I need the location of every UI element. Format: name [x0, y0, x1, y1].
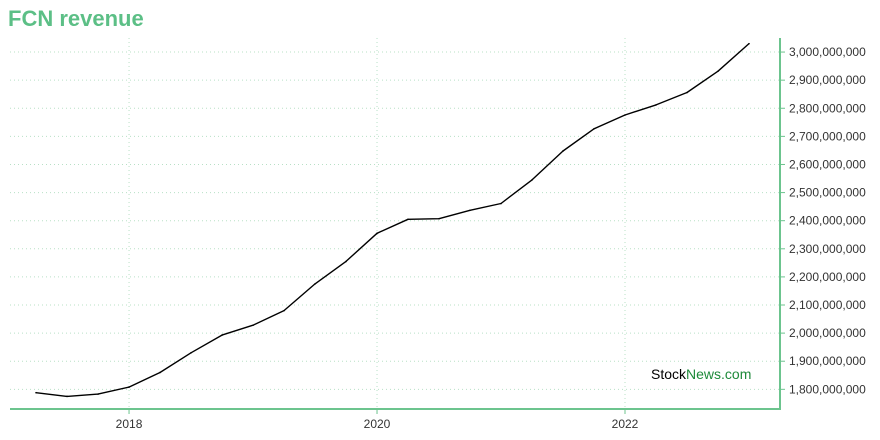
- y-tick-label: 2,800,000,000: [789, 101, 866, 115]
- data-point: [314, 283, 316, 285]
- data-point: [438, 217, 440, 220]
- watermark-stock: Stock: [651, 366, 687, 382]
- y-tick-label: 2,100,000,000: [789, 298, 866, 312]
- data-point: [97, 393, 99, 395]
- y-tick-label: 1,900,000,000: [789, 354, 866, 368]
- data-point: [469, 209, 471, 212]
- data-point: [159, 371, 161, 374]
- data-point: [531, 179, 533, 181]
- watermark-news: News.com: [686, 366, 752, 382]
- data-point: [376, 232, 378, 235]
- data-point: [500, 202, 502, 205]
- series-line: [35, 43, 750, 398]
- x-tick-label: 2020: [364, 417, 391, 431]
- data-point: [717, 70, 719, 72]
- y-tick-label: 2,700,000,000: [789, 129, 866, 143]
- x-tick-label: 2022: [612, 417, 639, 431]
- data-point: [655, 104, 657, 106]
- watermark: StockNews.com: [651, 365, 751, 383]
- data-point: [748, 42, 750, 45]
- y-tick-label: 2,600,000,000: [789, 157, 866, 171]
- chart-title: FCN revenue: [8, 6, 144, 31]
- data-point: [624, 114, 626, 116]
- data-point: [686, 91, 688, 94]
- data-point: [562, 150, 564, 152]
- data-point: [252, 324, 254, 327]
- data-point: [283, 309, 285, 312]
- y-tick-label: 2,300,000,000: [789, 242, 866, 256]
- data-point: [345, 260, 347, 263]
- y-tick-label: 2,900,000,000: [789, 73, 866, 87]
- data-point: [66, 395, 68, 398]
- y-tick-label: 3,000,000,000: [789, 45, 866, 59]
- data-point: [128, 386, 130, 388]
- y-tick-label: 2,400,000,000: [789, 214, 866, 228]
- y-tick-label: 1,800,000,000: [789, 382, 866, 396]
- data-point: [221, 334, 223, 336]
- data-point: [35, 391, 37, 394]
- x-tick-label: 2018: [116, 417, 143, 431]
- data-point: [190, 351, 192, 354]
- y-tick-label: 2,200,000,000: [789, 270, 866, 284]
- data-point: [593, 127, 595, 130]
- y-tick-label: 2,000,000,000: [789, 326, 866, 340]
- data-point: [407, 218, 409, 221]
- y-tick-label: 2,500,000,000: [789, 186, 866, 200]
